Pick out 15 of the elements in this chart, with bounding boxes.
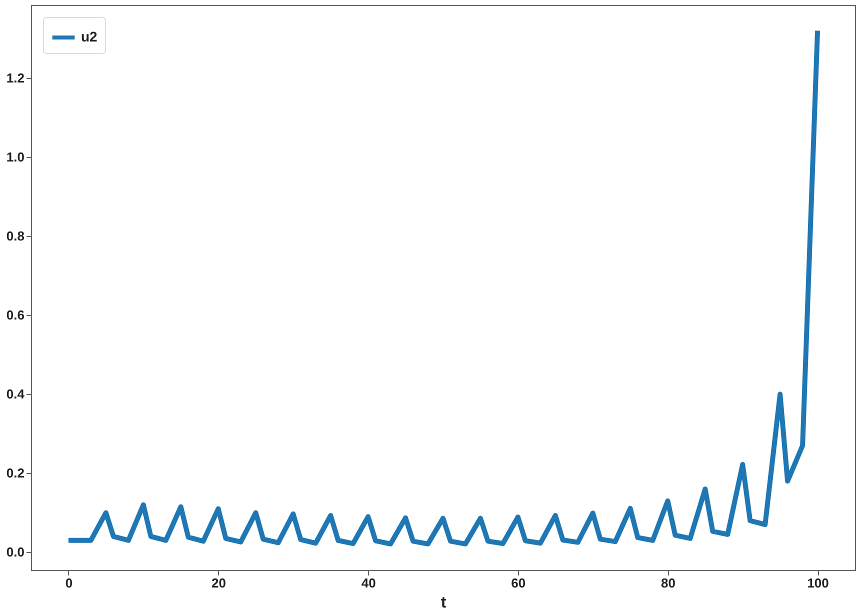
x-tick-label: 80 [660,576,676,590]
y-tick-label: 1.0 [6,150,24,165]
x-tick-label: 60 [511,576,526,590]
y-tick-label: 0.6 [6,308,24,323]
y-tick-label: 0.2 [6,466,24,481]
x-tick-label: 20 [212,576,226,590]
x-tick-label: 40 [361,576,376,590]
y-tick-label: 1.2 [6,70,24,86]
y-tick-label: 0.8 [6,228,24,244]
x-axis-title: t [440,594,447,612]
x-tick-label: 0 [65,576,73,590]
x-tick-label: 100 [807,576,829,590]
legend-label: u2 [81,28,98,44]
y-tick-label: 0.4 [6,386,26,402]
y-tick-label: 0.0 [6,544,24,560]
